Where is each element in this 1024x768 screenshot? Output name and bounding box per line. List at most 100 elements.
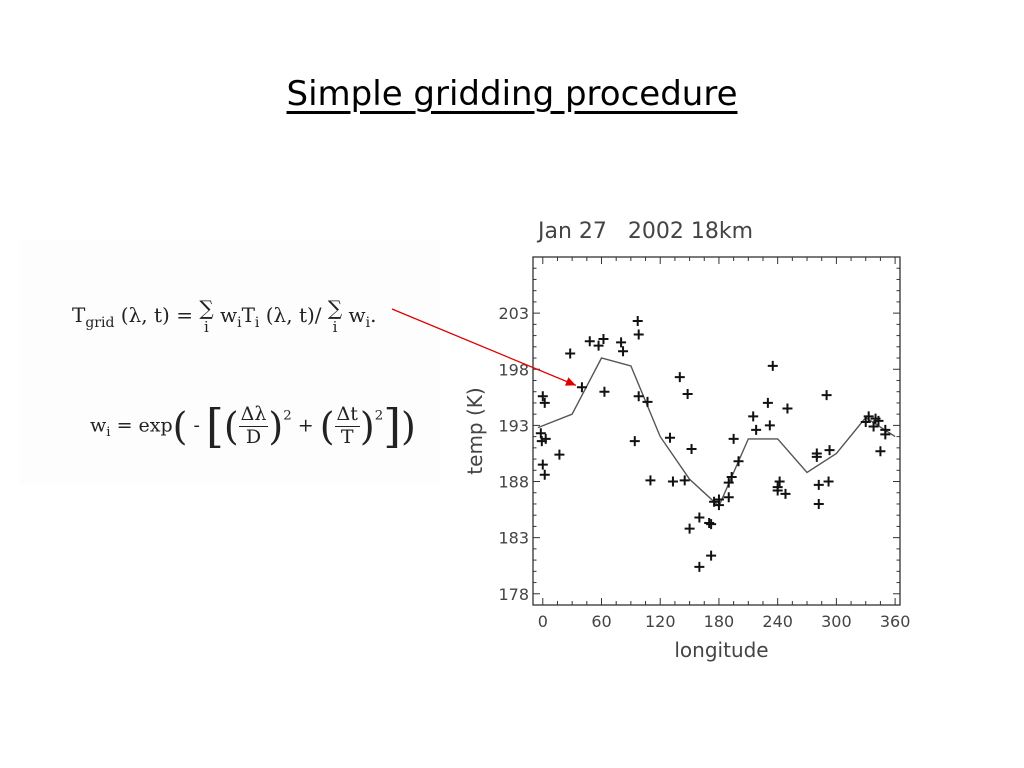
formula-text: ∑	[199, 296, 214, 320]
x-tick-label: 120	[645, 612, 676, 631]
data-point	[704, 518, 715, 529]
y-tick-label: 178	[498, 585, 529, 604]
x-tick-label: 60	[591, 612, 611, 631]
data-point	[667, 476, 678, 487]
y-tick-label: 193	[498, 416, 529, 435]
tgrid-formula: Tgrid (λ, t) = ∑ i wiTi (λ, t)/ ∑ i wi.	[72, 298, 377, 335]
formula-text: w	[348, 303, 366, 327]
temperature-scatter-chart: Jan 27 2002 18km 0 60 120 180 240 300 360 178 183…	[463, 219, 910, 662]
data-point	[537, 459, 548, 470]
fraction: Δλ D	[238, 403, 269, 449]
plot-frame	[532, 256, 901, 606]
paren-glyph: )	[359, 404, 375, 449]
formula-text: .	[370, 303, 377, 327]
data-point	[598, 333, 609, 344]
formula-text: = exp	[116, 414, 173, 437]
bracket-glyph: [	[206, 400, 224, 453]
data-point	[633, 329, 644, 340]
formula-text: 2	[374, 408, 384, 424]
formula-text: Δλ	[238, 403, 269, 427]
data-point	[616, 337, 627, 348]
data-point	[645, 475, 656, 486]
data-point	[772, 485, 783, 496]
data-point	[706, 519, 717, 530]
data-point	[684, 523, 695, 534]
formula-text: (λ, t) =	[120, 303, 193, 327]
data-point	[875, 446, 886, 457]
data-point	[733, 456, 744, 467]
data-point	[813, 498, 824, 509]
weight-formula: wi = exp( - [(Δλ D)2 + (Δt T)2])	[90, 400, 416, 453]
formula-text: i	[237, 314, 242, 331]
paren-glyph: )	[401, 404, 416, 449]
sum-symbol: ∑ i	[199, 298, 213, 335]
data-point	[682, 388, 693, 399]
data-point	[767, 360, 778, 371]
data-point	[674, 372, 685, 383]
formula-text: Δt	[334, 403, 360, 427]
sum-symbol: ∑ i	[328, 298, 342, 335]
data-point	[764, 420, 775, 431]
formula-text: grid	[85, 314, 115, 331]
data-point	[728, 433, 739, 444]
data-point	[565, 348, 576, 359]
x-axis-label: longitude	[674, 638, 768, 662]
data-point	[633, 391, 644, 402]
x-tick-label: 180	[704, 612, 735, 631]
data-point	[593, 340, 604, 351]
data-point	[873, 415, 884, 426]
formula-text: w	[90, 414, 107, 437]
formula-text: D	[245, 426, 262, 448]
formula-text: T	[72, 303, 86, 327]
data-point	[860, 417, 871, 428]
formula-text: i	[254, 314, 260, 331]
formula-text: i	[106, 425, 111, 441]
fraction: Δt T	[334, 403, 360, 449]
y-tick-label: 203	[498, 304, 529, 323]
data-point	[748, 411, 759, 422]
formula-text: T	[340, 426, 354, 448]
data-point	[686, 443, 697, 454]
formula-panel: Tgrid (λ, t) = ∑ i wiTi (λ, t)/ ∑ i wi. wi…	[20, 240, 440, 485]
data-point	[751, 424, 762, 435]
data-point	[576, 382, 587, 393]
data-point	[584, 336, 595, 347]
data-point	[642, 396, 653, 407]
y-tick-label: 188	[498, 473, 529, 492]
data-point	[723, 492, 734, 503]
chart-title: Jan 27 2002 18km	[536, 219, 753, 244]
data-point	[539, 397, 550, 408]
x-tick-label: 240	[762, 612, 793, 631]
data-point	[713, 494, 724, 505]
data-point	[823, 476, 834, 487]
slide-title: Simple gridding procedure	[286, 74, 738, 114]
data-point	[863, 411, 874, 422]
mean-line	[537, 357, 896, 508]
x-tick-label: 300	[821, 612, 852, 631]
data-point	[824, 445, 835, 456]
data-point	[629, 436, 640, 447]
formula-text: ∑	[327, 296, 343, 320]
paren-glyph: )	[268, 404, 284, 449]
data-point	[780, 488, 791, 499]
paren-glyph: (	[223, 404, 239, 449]
data-point	[706, 550, 717, 561]
data-point	[723, 477, 734, 488]
data-point	[762, 397, 773, 408]
y-tick-label: 198	[498, 360, 529, 379]
formula-text: (λ, t)/	[265, 303, 322, 327]
formula-text: T	[241, 303, 255, 327]
formula-text: w	[219, 303, 238, 327]
data-point	[868, 421, 879, 432]
data-point	[811, 448, 822, 459]
data-point	[554, 449, 565, 460]
data-point	[726, 472, 737, 483]
data-point	[782, 403, 793, 414]
data-point	[880, 429, 891, 440]
data-point	[632, 315, 643, 326]
y-tick-label: 183	[498, 529, 529, 548]
y-axis-label: temp (K)	[463, 387, 487, 474]
data-point	[618, 346, 629, 357]
data-point	[821, 390, 832, 401]
data-point	[813, 479, 824, 490]
